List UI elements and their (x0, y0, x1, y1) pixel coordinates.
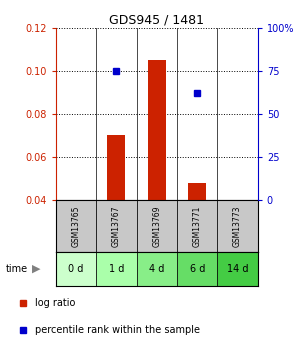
Text: GSM13765: GSM13765 (71, 205, 80, 247)
Text: GSM13773: GSM13773 (233, 205, 242, 247)
Bar (177, 200, 217, 252)
Bar (177, 252, 217, 286)
Text: ▶: ▶ (32, 264, 41, 274)
Bar (137, 252, 177, 286)
Bar (148, 60, 166, 200)
Bar (217, 200, 258, 252)
Bar (188, 183, 206, 200)
Bar (56, 200, 96, 252)
Bar (56, 252, 96, 286)
Bar (107, 135, 125, 200)
Text: GSM13769: GSM13769 (152, 205, 161, 247)
Text: 0 d: 0 d (68, 264, 84, 274)
Title: GDS945 / 1481: GDS945 / 1481 (109, 13, 204, 27)
Text: time: time (6, 264, 28, 274)
Text: 4 d: 4 d (149, 264, 164, 274)
Bar (96, 200, 137, 252)
Text: percentile rank within the sample: percentile rank within the sample (35, 325, 200, 335)
Bar (137, 200, 177, 252)
Bar (217, 252, 258, 286)
Text: 6 d: 6 d (190, 264, 205, 274)
Text: GSM13767: GSM13767 (112, 205, 121, 247)
Text: 14 d: 14 d (227, 264, 248, 274)
Bar (96, 252, 137, 286)
Text: GSM13771: GSM13771 (193, 205, 202, 247)
Text: 1 d: 1 d (109, 264, 124, 274)
Text: log ratio: log ratio (35, 298, 76, 308)
